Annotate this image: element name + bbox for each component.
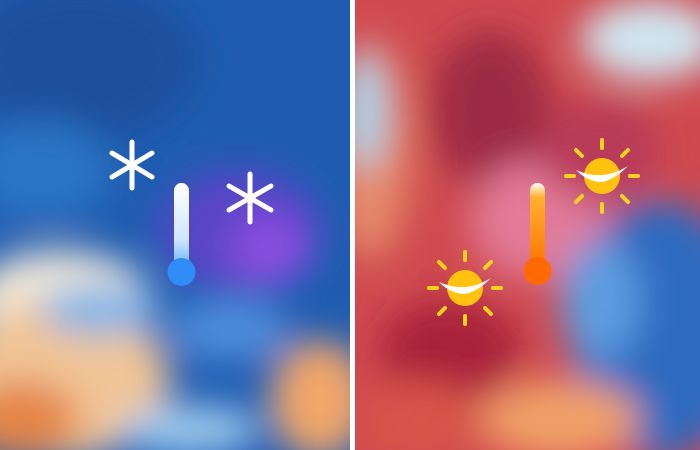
thermometer-hot [523, 183, 552, 285]
sun [564, 138, 640, 214]
sun [427, 250, 503, 326]
divider [350, 0, 355, 450]
cold-map [0, 0, 350, 450]
thermometer-cold [167, 183, 196, 286]
snowflake [109, 139, 155, 191]
snowflake [226, 171, 274, 225]
hot-map [355, 0, 700, 450]
